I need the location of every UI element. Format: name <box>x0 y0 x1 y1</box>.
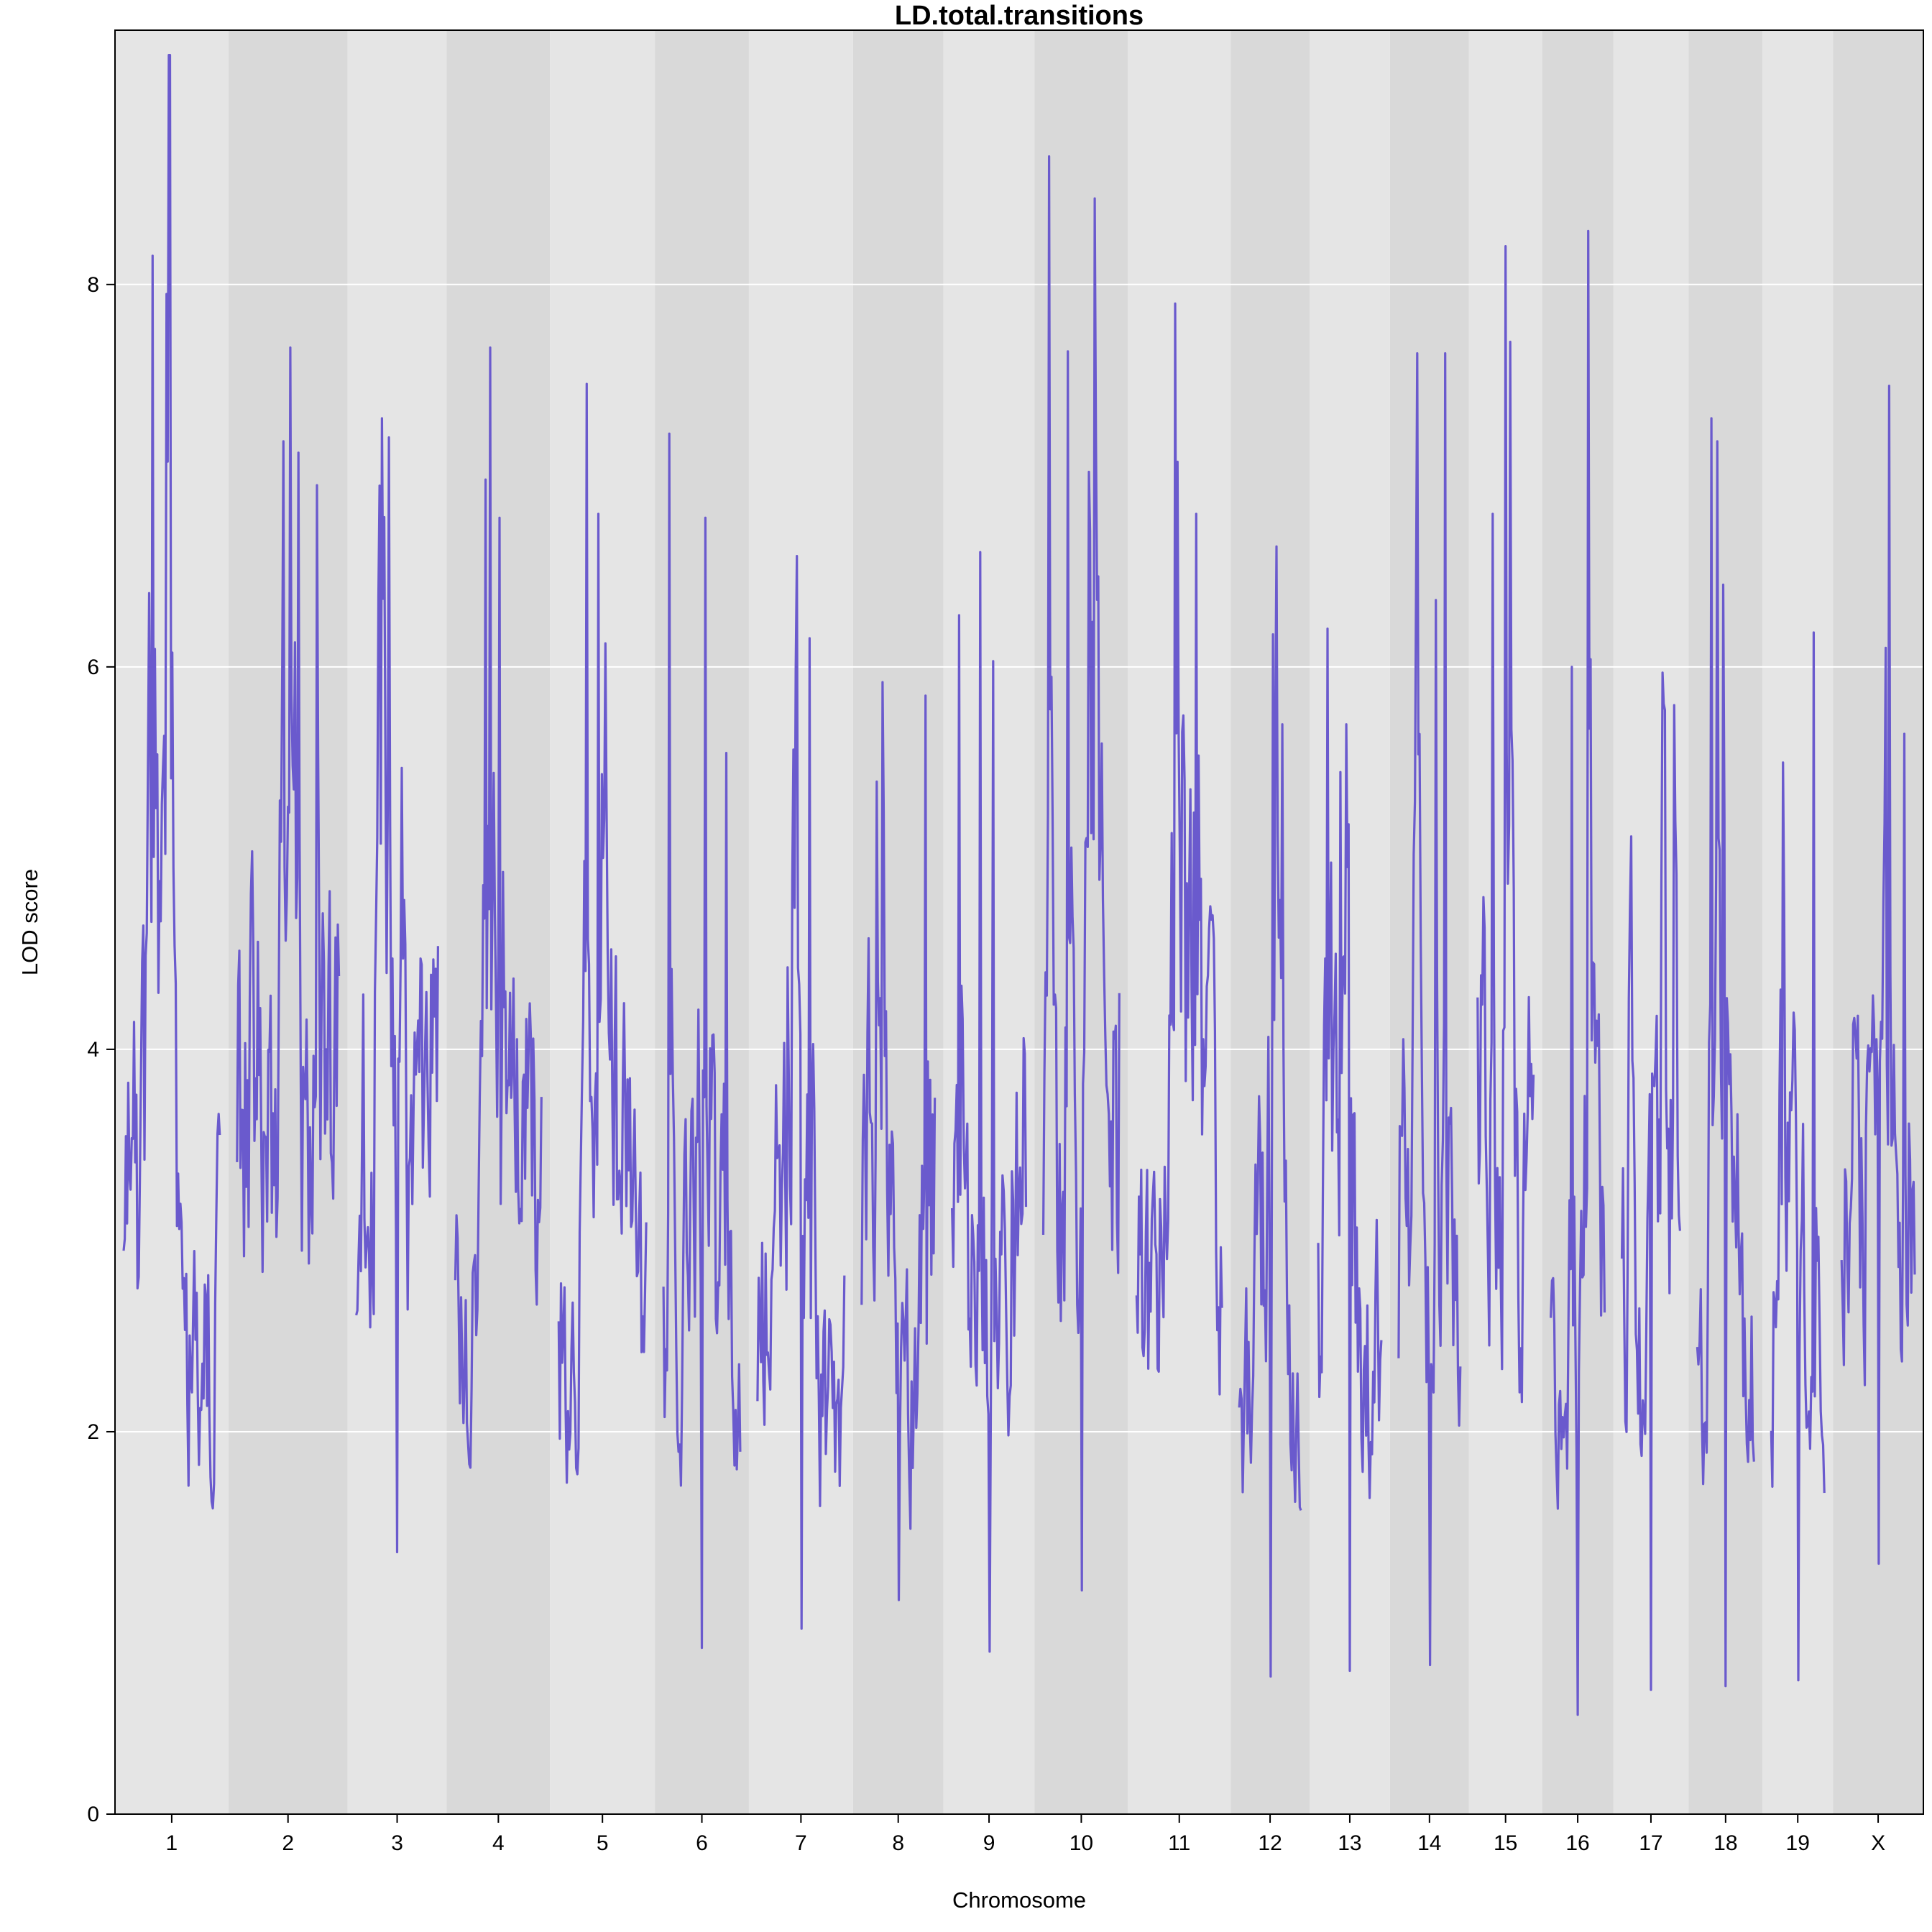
x-tick-label-10: 10 <box>1070 1831 1093 1855</box>
x-tick-label-17: 17 <box>1639 1831 1662 1855</box>
x-tick-label-1: 1 <box>166 1831 178 1855</box>
x-tick-label-14: 14 <box>1417 1831 1441 1855</box>
lod-series-chr-11 <box>1135 302 1223 1396</box>
lod-series-chr-3 <box>355 417 439 1554</box>
chromosome-band-5 <box>550 30 656 1814</box>
x-tick-label-7: 7 <box>795 1831 807 1855</box>
y-tick-label-6: 6 <box>87 656 99 679</box>
x-tick-label-11: 11 <box>1168 1831 1190 1855</box>
x-tick-label-19: 19 <box>1786 1831 1810 1855</box>
lod-series-chr-13 <box>1317 627 1383 1673</box>
lod-series-chr-8 <box>860 681 937 1601</box>
lod-series-chr-5 <box>557 382 648 1484</box>
x-tick-label-3: 3 <box>391 1831 403 1855</box>
lod-series-chr-14 <box>1397 352 1462 1667</box>
x-tick-label-9: 9 <box>983 1831 995 1855</box>
x-tick-label-X: X <box>1871 1831 1885 1855</box>
x-tick-label-5: 5 <box>597 1831 609 1855</box>
lod-series-chr-18 <box>1696 417 1755 1688</box>
y-tick-label-0: 0 <box>87 1803 99 1826</box>
lod-series-chr-15 <box>1476 245 1535 1404</box>
lod-series-chr-17 <box>1620 671 1681 1691</box>
lod-series-chr-16 <box>1550 229 1606 1716</box>
lod-series-chr-1 <box>122 54 221 1510</box>
y-axis: 0 2 4 6 8 <box>87 273 115 1826</box>
x-tick-label-2: 2 <box>282 1831 294 1855</box>
chart-title: LD.total.transitions <box>895 1 1144 31</box>
y-tick-label-8: 8 <box>87 273 99 297</box>
lod-series-chr-10 <box>1041 155 1121 1592</box>
lod-series-chr-19 <box>1770 631 1826 1682</box>
lod-series-group <box>122 54 1916 1716</box>
x-axis: 1 2 3 4 5 6 7 8 9 10 11 12 13 14 15 16 17 18 19 X <box>166 1814 1885 1855</box>
x-tick-label-13: 13 <box>1338 1831 1361 1855</box>
chromosome-band-2 <box>228 30 348 1814</box>
x-tick-label-16: 16 <box>1565 1831 1589 1855</box>
lod-series-chr-7 <box>756 555 846 1630</box>
lod-series-chr-2 <box>236 346 341 1274</box>
chromosome-band-1 <box>115 30 229 1814</box>
lod-series-chr-X <box>1840 385 1916 1565</box>
x-tick-label-6: 6 <box>696 1831 708 1855</box>
lod-series-chr-9 <box>951 551 1028 1653</box>
y-axis-label: LOD score <box>17 869 42 975</box>
lod-series-chr-12 <box>1238 545 1302 1678</box>
x-axis-label: Chromosome <box>952 1887 1086 1913</box>
x-tick-label-18: 18 <box>1714 1831 1737 1855</box>
x-tick-label-15: 15 <box>1494 1831 1517 1855</box>
x-tick-label-4: 4 <box>492 1831 505 1855</box>
lod-series-chr-4 <box>454 346 543 1469</box>
lod-series-chr-6 <box>662 432 742 1650</box>
y-tick-label-4: 4 <box>87 1038 99 1062</box>
y-tick-label-2: 2 <box>87 1420 99 1444</box>
x-tick-label-8: 8 <box>892 1831 904 1855</box>
x-tick-label-12: 12 <box>1258 1831 1282 1855</box>
plot-frame <box>114 29 1924 1815</box>
